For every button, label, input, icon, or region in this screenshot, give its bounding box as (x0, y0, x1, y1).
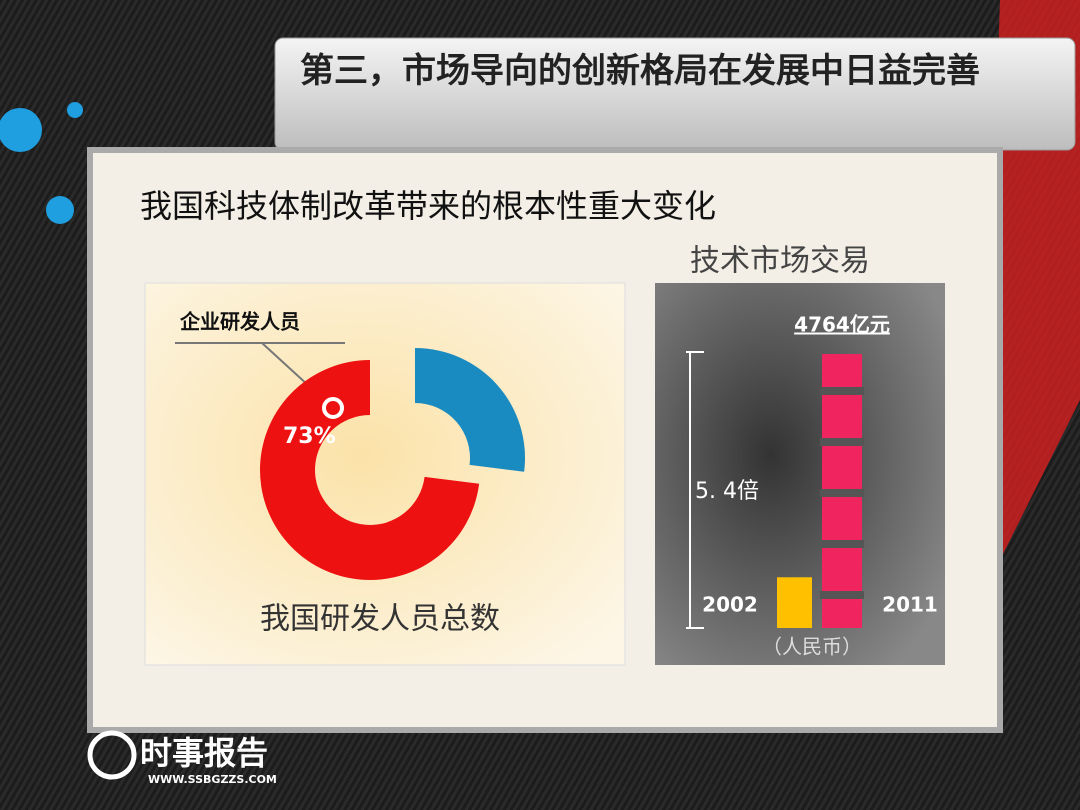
x-tick-label: 2002 (702, 593, 758, 617)
bar-gap (820, 591, 864, 599)
donut-slice (415, 348, 526, 472)
x-tick-label: 2011 (882, 593, 938, 617)
bar-gap (820, 387, 864, 395)
logo-name: 时事报告 (140, 734, 268, 772)
annotation: 5. 4倍 (695, 479, 759, 504)
value-label: 4764亿元 (794, 313, 890, 337)
marker (322, 397, 344, 419)
slide-title: 第三，市场导向的创新格局在发展中日益完善 (300, 51, 980, 91)
value-label: 73% (283, 424, 336, 449)
donut-slice (260, 360, 480, 581)
bar-gap (820, 438, 864, 446)
decor (67, 102, 83, 118)
bar (777, 577, 812, 628)
subtitle: 我国科技体制改革带来的根本性重大变化 (140, 187, 716, 225)
bar-gap (820, 540, 864, 548)
bracket (686, 351, 704, 629)
chart-title: 我国研发人员总数 (260, 602, 500, 637)
legend-label: 企业研发人员 (179, 310, 300, 334)
decor (0, 108, 42, 152)
chart-title: 技术市场交易 (690, 244, 870, 279)
logo-icon (87, 730, 137, 780)
donut-panel (144, 282, 626, 666)
bar-gap (820, 489, 864, 497)
annotation: （人民币） (762, 635, 862, 659)
logo-url: WWW.SSBGZZS.COM (148, 773, 277, 786)
decor (46, 196, 74, 224)
